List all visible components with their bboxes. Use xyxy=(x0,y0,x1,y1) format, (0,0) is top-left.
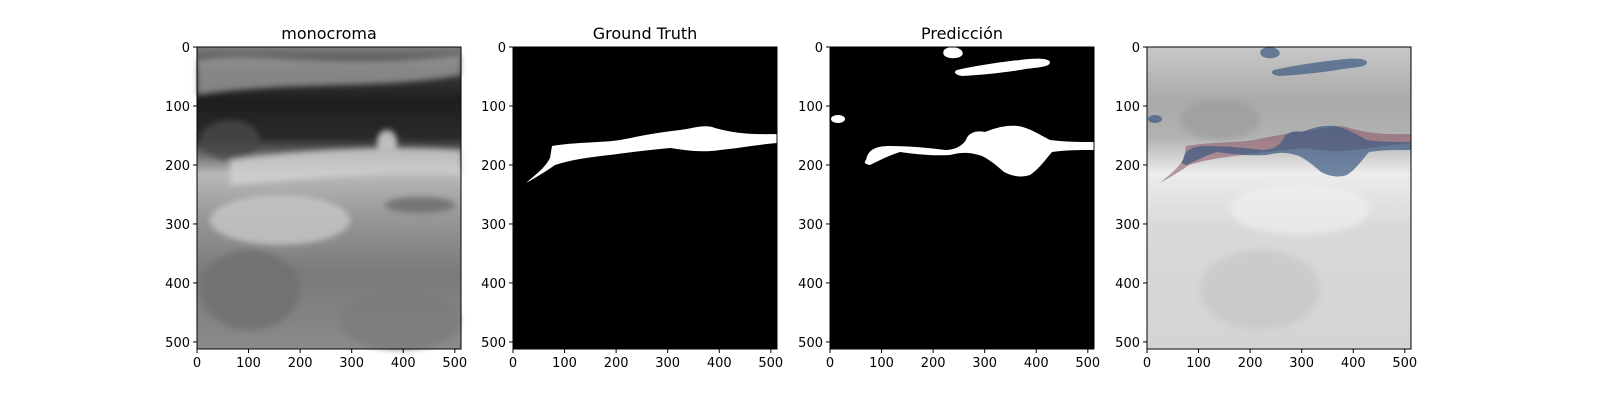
prediction-mask xyxy=(831,47,1094,177)
x-tick-label: 300 xyxy=(972,356,997,371)
y-tick-label: 400 xyxy=(798,277,823,292)
x-tick-label: 0 xyxy=(1143,356,1151,371)
panel-overlay xyxy=(1146,46,1412,350)
y-tick-label: 100 xyxy=(798,100,823,115)
x-tick-label: 300 xyxy=(655,356,680,371)
ultrasound-image xyxy=(197,47,461,350)
y-tick-label: 500 xyxy=(481,336,506,351)
mask-background xyxy=(830,47,1094,349)
y-tick-label: 500 xyxy=(1115,336,1140,351)
y-tick-label: 100 xyxy=(1115,100,1140,115)
y-tick-label: 300 xyxy=(481,218,506,233)
x-tick-label: 500 xyxy=(442,356,467,371)
x-tick-label: 300 xyxy=(339,356,364,371)
x-tick-label: 500 xyxy=(1075,356,1100,371)
x-tick-label: 0 xyxy=(826,356,834,371)
y-tick-label: 0 xyxy=(1132,41,1140,56)
mask-background xyxy=(513,47,777,349)
y-tick-label: 500 xyxy=(798,336,823,351)
x-tick-label: 400 xyxy=(707,356,732,371)
x-tick-label: 400 xyxy=(1024,356,1049,371)
panel-title: monocroma xyxy=(281,24,377,43)
x-tick-label: 400 xyxy=(391,356,416,371)
y-tick-label: 400 xyxy=(1115,277,1140,292)
panel-prediction: Predicción xyxy=(829,24,1095,350)
x-tick-label: 100 xyxy=(552,356,577,371)
ground-truth-mask xyxy=(526,126,777,183)
y-tick-label: 200 xyxy=(165,159,190,174)
y-tick-label: 400 xyxy=(481,277,506,292)
y-tick-label: 0 xyxy=(182,41,190,56)
x-tick-label: 400 xyxy=(1341,356,1366,371)
x-tick-label: 100 xyxy=(236,356,261,371)
y-tick-label: 200 xyxy=(1115,159,1140,174)
x-tick-label: 200 xyxy=(288,356,313,371)
panel-monochrome: monocroma xyxy=(196,24,462,350)
x-tick-label: 500 xyxy=(758,356,783,371)
x-tick-label: 500 xyxy=(1392,356,1417,371)
panel-ground-truth: Ground Truth xyxy=(512,24,778,350)
x-tick-label: 0 xyxy=(193,356,201,371)
x-tick-label: 200 xyxy=(921,356,946,371)
panel-title: Ground Truth xyxy=(593,24,698,43)
x-tick-label: 200 xyxy=(604,356,629,371)
y-tick-label: 100 xyxy=(481,100,506,115)
y-tick-label: 200 xyxy=(798,159,823,174)
y-tick-label: 100 xyxy=(165,100,190,115)
x-tick-label: 300 xyxy=(1289,356,1314,371)
y-tick-label: 200 xyxy=(481,159,506,174)
y-tick-label: 500 xyxy=(165,336,190,351)
y-tick-label: 400 xyxy=(165,277,190,292)
y-tick-label: 0 xyxy=(815,41,823,56)
y-tick-label: 300 xyxy=(798,218,823,233)
prediction-overlay xyxy=(1148,47,1411,177)
y-tick-label: 300 xyxy=(1115,218,1140,233)
x-tick-label: 100 xyxy=(1186,356,1211,371)
x-tick-label: 0 xyxy=(509,356,517,371)
y-tick-label: 300 xyxy=(165,218,190,233)
x-tick-label: 200 xyxy=(1238,356,1263,371)
panel-title: Predicción xyxy=(921,24,1003,43)
y-tick-label: 0 xyxy=(498,41,506,56)
x-tick-label: 100 xyxy=(869,356,894,371)
